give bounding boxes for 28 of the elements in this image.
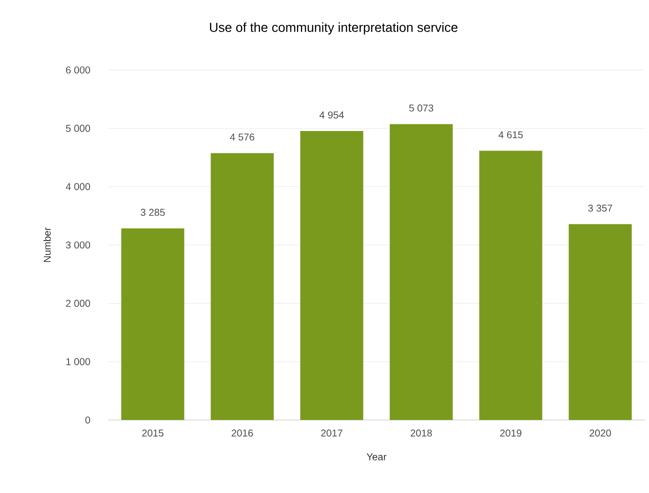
y-tick-label: 3 000 [66,241,90,249]
y-axis-title: Number [43,227,51,262]
data-label: 4 954 [320,111,344,118]
x-tick-label: 2015 [142,430,164,437]
bar [568,224,632,420]
x-tick-label: 2016 [232,430,253,437]
bar [210,153,274,420]
data-label: 4 615 [498,131,523,138]
x-tick-label: 2017 [321,430,342,437]
data-label: 3 285 [140,208,165,216]
x-tick-label: 2018 [410,430,432,437]
y-tick-label: 1 000 [66,358,90,366]
y-tick-label: 5 000 [66,124,90,132]
data-label: 5 073 [409,104,434,112]
y-tick-label: 6 000 [66,66,90,74]
data-label: 3 357 [588,204,612,212]
chart-title: Use of the community interpretation service [210,22,458,35]
x-tick-label: 2020 [590,430,611,437]
bar [390,124,453,420]
bar [300,131,364,420]
x-tick-label: 2019 [500,430,522,437]
bar [479,150,542,420]
y-tick-label: 2 000 [66,300,90,307]
data-label: 4 576 [230,133,254,141]
x-axis-title: Year [366,453,386,460]
y-tick-label: 4 000 [66,183,90,190]
y-tick-label: 0 [85,416,90,424]
bar [121,228,184,420]
